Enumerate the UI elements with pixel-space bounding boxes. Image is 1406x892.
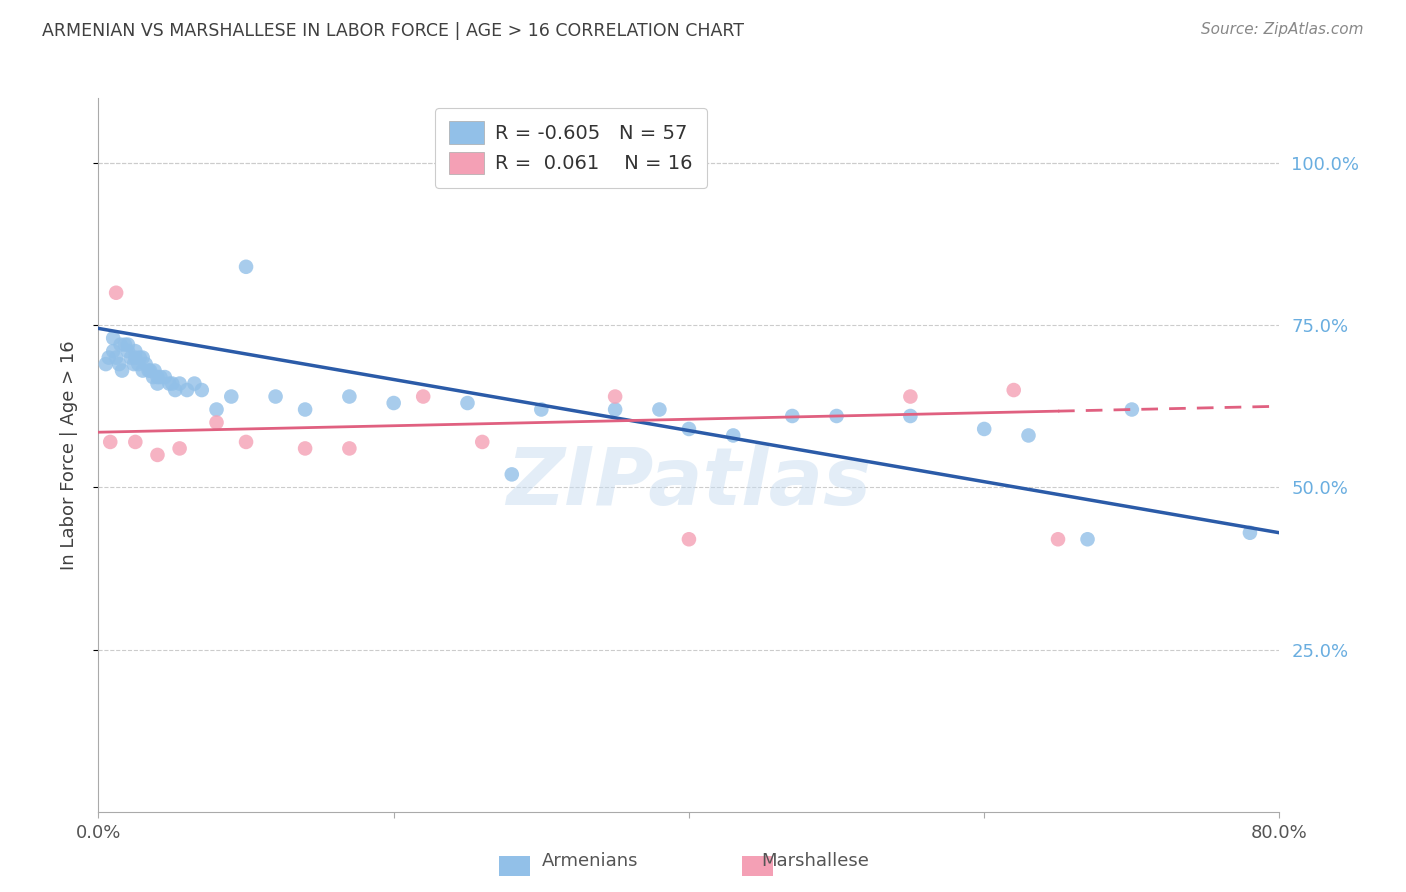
Point <box>117 344 139 359</box>
Point <box>264 390 287 404</box>
Point <box>138 363 160 377</box>
Point <box>157 376 180 391</box>
Point <box>124 344 146 359</box>
Point <box>105 285 128 300</box>
Y-axis label: In Labor Force | Age > 16: In Labor Force | Age > 16 <box>59 340 77 570</box>
Point <box>146 376 169 391</box>
Point <box>191 383 214 397</box>
Point <box>176 383 198 397</box>
Point <box>900 409 922 423</box>
Text: Source: ZipAtlas.com: Source: ZipAtlas.com <box>1201 22 1364 37</box>
Point <box>146 370 169 384</box>
Point <box>105 351 128 365</box>
Point <box>825 409 848 423</box>
Point <box>124 351 146 365</box>
Point <box>117 337 139 351</box>
Point <box>110 337 132 351</box>
Point <box>128 351 150 365</box>
Point <box>103 344 125 359</box>
Point <box>162 376 183 391</box>
Point <box>900 390 922 404</box>
Point <box>205 402 228 417</box>
Point <box>339 390 360 404</box>
Point <box>1121 402 1143 417</box>
Point <box>605 390 627 404</box>
Point <box>169 376 191 391</box>
Legend: R = -0.605   N = 57, R =  0.061    N = 16: R = -0.605 N = 57, R = 0.061 N = 16 <box>434 108 707 187</box>
Point <box>94 357 117 371</box>
Point <box>132 363 155 377</box>
Point <box>678 422 700 436</box>
Point <box>169 442 191 456</box>
Point <box>146 448 169 462</box>
Point <box>339 442 360 456</box>
Point <box>149 370 172 384</box>
Point <box>183 376 205 391</box>
Point <box>412 390 434 404</box>
Point <box>139 363 162 377</box>
Point <box>1077 533 1099 547</box>
Point <box>122 357 145 371</box>
Point <box>127 357 149 371</box>
Point <box>648 402 671 417</box>
Point <box>103 331 125 345</box>
Point <box>142 370 165 384</box>
Point <box>205 416 228 430</box>
Point <box>135 357 157 371</box>
Text: Marshallese: Marshallese <box>762 852 869 870</box>
Point <box>235 260 257 274</box>
Point <box>108 357 131 371</box>
Point <box>530 402 553 417</box>
Text: ARMENIAN VS MARSHALLESE IN LABOR FORCE | AGE > 16 CORRELATION CHART: ARMENIAN VS MARSHALLESE IN LABOR FORCE |… <box>42 22 744 40</box>
Point <box>456 396 478 410</box>
Text: Armenians: Armenians <box>543 852 638 870</box>
Point <box>235 434 257 449</box>
Point <box>98 434 121 449</box>
Point <box>471 434 494 449</box>
Point <box>382 396 405 410</box>
Point <box>143 363 166 377</box>
Point <box>294 402 316 417</box>
Point <box>165 383 187 397</box>
Text: ZIPatlas: ZIPatlas <box>506 444 872 523</box>
Point <box>120 351 142 365</box>
Point <box>124 434 146 449</box>
Point <box>605 402 627 417</box>
Point <box>153 370 176 384</box>
Point <box>111 363 134 377</box>
Point <box>973 422 995 436</box>
Point <box>678 533 700 547</box>
Point <box>782 409 804 423</box>
Point <box>723 428 745 442</box>
Point <box>1239 525 1261 540</box>
Point <box>132 351 155 365</box>
Point <box>1017 428 1039 442</box>
Point <box>294 442 316 456</box>
Point <box>114 337 136 351</box>
Point <box>1046 533 1069 547</box>
Point <box>501 467 523 482</box>
Point <box>219 390 242 404</box>
Point <box>97 351 120 365</box>
Point <box>1002 383 1025 397</box>
